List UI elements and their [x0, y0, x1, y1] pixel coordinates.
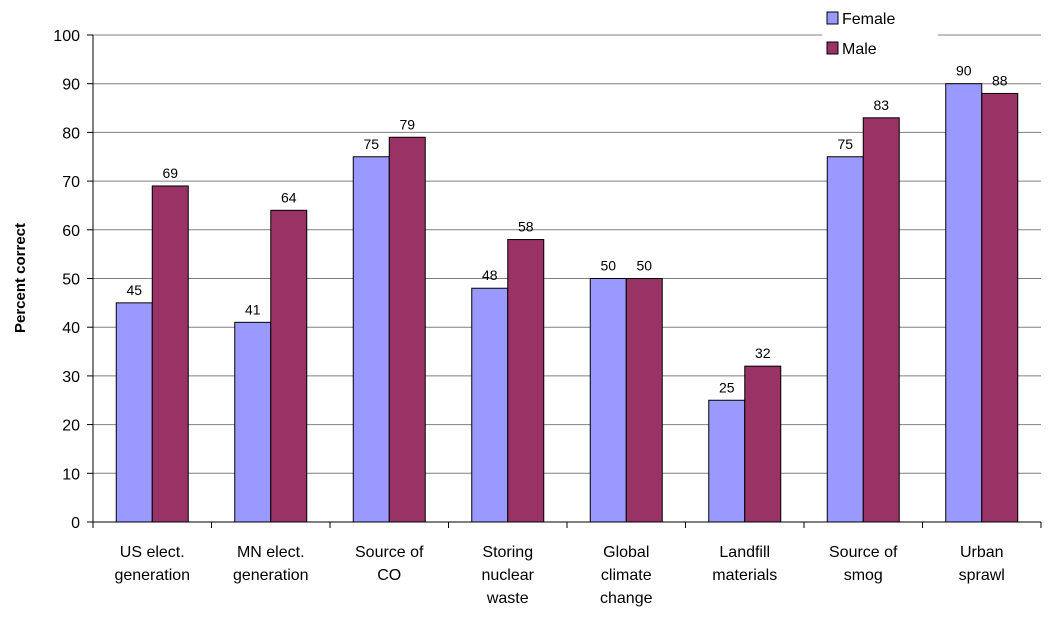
x-category-label: Source of smog — [829, 544, 898, 584]
data-label: 48 — [482, 267, 498, 283]
x-category-label-line: generation — [114, 567, 190, 584]
data-label: 69 — [162, 165, 178, 181]
x-category-label-line: waste — [486, 590, 529, 607]
y-tick-label: 80 — [62, 125, 80, 142]
y-tick-label: 70 — [62, 174, 80, 191]
x-category-label-line: change — [600, 590, 653, 607]
x-category-label-line: climate — [601, 567, 652, 584]
bar-male — [862, 117, 900, 523]
bar-male — [388, 136, 426, 523]
legend-background — [822, 0, 938, 70]
bar-male — [151, 185, 189, 523]
data-label: 45 — [126, 282, 142, 298]
data-label: 50 — [600, 258, 616, 274]
data-label: 75 — [837, 136, 853, 152]
bar-female — [589, 278, 627, 523]
x-category-label-line: Global — [603, 544, 649, 561]
bar-female — [708, 399, 746, 523]
y-tick-label: 60 — [62, 223, 80, 240]
x-category-label-line: Source of — [355, 544, 424, 561]
bar-male — [625, 278, 663, 523]
x-category-label-line: nuclear — [482, 567, 535, 584]
bar-male — [981, 92, 1019, 523]
data-label: 75 — [363, 136, 379, 152]
x-category-label-line: CO — [377, 567, 401, 584]
axes — [87, 34, 1042, 528]
bar-female — [826, 156, 864, 523]
x-category-label: MN elect. generation — [233, 544, 309, 584]
bar-male — [507, 239, 545, 523]
legend: Female Male — [822, 0, 938, 70]
y-tick-label: 100 — [53, 28, 80, 45]
data-label: 88 — [992, 72, 1008, 88]
data-label: 79 — [399, 116, 415, 132]
data-label: 83 — [873, 97, 889, 113]
x-category-label-line: US elect. — [120, 544, 185, 561]
x-category-label: US elect. generation — [114, 544, 190, 584]
data-label: 25 — [719, 379, 735, 395]
x-category-label-line: materials — [712, 567, 777, 584]
x-category-label: Global climate change — [600, 544, 653, 607]
x-category-label-line: MN elect. — [237, 544, 305, 561]
x-category-label-line: Storing — [482, 544, 533, 561]
bar-female — [115, 302, 153, 523]
data-label: 50 — [636, 258, 652, 274]
legend-swatch-male — [826, 41, 839, 55]
y-tick-label: 40 — [62, 320, 80, 337]
data-label: 58 — [518, 219, 534, 235]
data-label: 41 — [245, 301, 261, 317]
x-category-label-line: smog — [844, 567, 883, 584]
y-tick-label: 30 — [62, 369, 80, 386]
y-tick-label: 0 — [71, 515, 80, 532]
x-category-label: Source of CO — [355, 544, 424, 584]
x-category-label-line: Landfill — [719, 544, 770, 561]
bar-female — [945, 83, 983, 523]
labels: 0 10 20 30 40 50 60 70 80 90 100 45 41 75 48 50 25 75 90 69… — [53, 28, 1007, 607]
bar-male — [744, 365, 782, 523]
x-category-label-line: Urban — [960, 544, 1004, 561]
legend-label-female: Female — [842, 11, 895, 28]
legend-swatch-female — [826, 11, 839, 25]
bar-female — [234, 321, 272, 523]
bar-male — [270, 209, 308, 523]
x-category-label-line: generation — [233, 567, 309, 584]
x-category-label: Urban sprawl — [959, 544, 1005, 584]
data-label: 64 — [281, 189, 297, 205]
data-label: 32 — [755, 345, 771, 361]
x-category-label-line: sprawl — [959, 567, 1005, 584]
data-label: 90 — [956, 63, 972, 79]
y-tick-label: 10 — [62, 466, 80, 483]
bar-female — [471, 287, 509, 523]
y-tick-label: 90 — [62, 77, 80, 94]
x-category-label: Landfill materials — [712, 544, 777, 584]
y-tick-label: 50 — [62, 272, 80, 289]
legend-label-male: Male — [842, 41, 877, 58]
y-tick-label: 20 — [62, 418, 80, 435]
x-category-label-line: Source of — [829, 544, 898, 561]
y-axis-title: Percent correct — [12, 223, 29, 333]
bar-female — [352, 156, 390, 523]
x-category-label: Storing nuclear waste — [482, 544, 535, 607]
